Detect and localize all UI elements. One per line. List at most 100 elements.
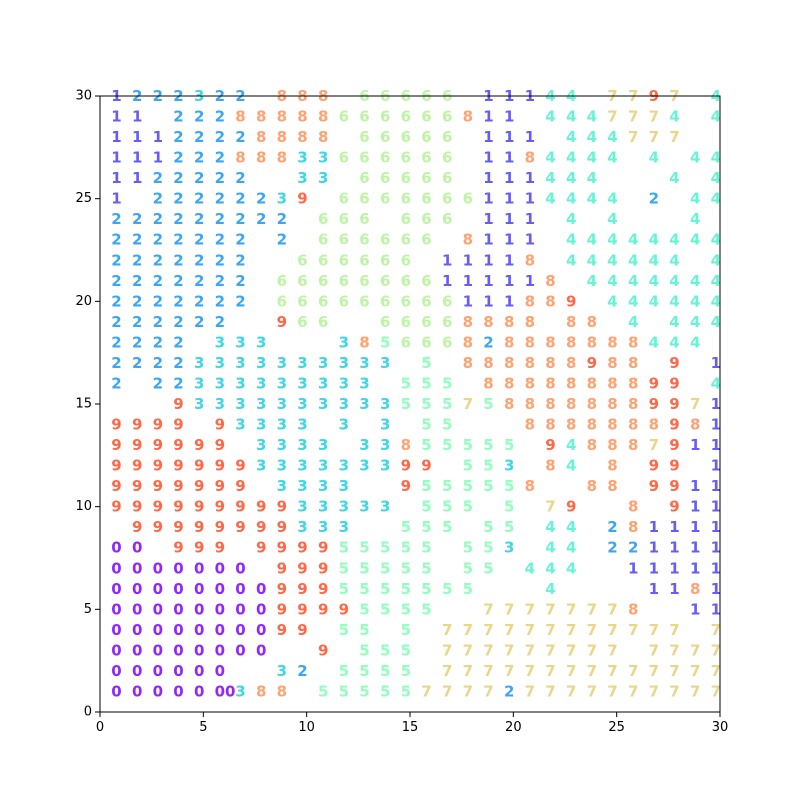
data-label: 1 <box>463 251 473 269</box>
data-label: 9 <box>669 498 679 516</box>
data-label: 2 <box>649 190 659 208</box>
data-label: 5 <box>359 559 369 577</box>
data-label: 2 <box>215 313 225 331</box>
data-label: 3 <box>318 149 328 167</box>
data-label: 6 <box>359 210 369 228</box>
data-label: 8 <box>607 375 617 393</box>
data-label: 1 <box>111 108 121 126</box>
data-label: 9 <box>153 457 163 475</box>
data-label: 2 <box>194 190 204 208</box>
data-label: 5 <box>504 436 514 454</box>
data-label: 9 <box>153 436 163 454</box>
data-label: 8 <box>566 313 576 331</box>
data-label: 9 <box>277 518 287 536</box>
data-label: 8 <box>545 333 555 351</box>
data-label: 3 <box>339 498 349 516</box>
data-label: 3 <box>339 518 349 536</box>
data-label: 7 <box>442 641 452 659</box>
data-label: 7 <box>628 108 638 126</box>
data-label: 5 <box>380 641 390 659</box>
data-label: 5 <box>421 498 431 516</box>
data-label: 0 <box>194 621 204 639</box>
data-label: 8 <box>566 395 576 413</box>
x-tick-label: 0 <box>96 720 104 735</box>
data-label: 1 <box>504 251 514 269</box>
data-label: 9 <box>194 477 204 495</box>
data-label: 2 <box>153 190 163 208</box>
data-label: 8 <box>256 128 266 146</box>
data-label: 9 <box>318 539 328 557</box>
data-label: 9 <box>669 375 679 393</box>
data-label: 0 <box>194 559 204 577</box>
data-label: 8 <box>463 108 473 126</box>
data-label: 0 <box>111 559 121 577</box>
data-label: 5 <box>442 436 452 454</box>
data-label: 4 <box>628 231 638 249</box>
data-label: 5 <box>442 498 452 516</box>
data-label: 1 <box>153 149 163 167</box>
data-label: 8 <box>545 457 555 475</box>
data-label: 9 <box>277 580 287 598</box>
data-label: 4 <box>628 251 638 269</box>
data-label: 5 <box>483 518 493 536</box>
data-label: 1 <box>483 169 493 187</box>
data-label: 5 <box>401 375 411 393</box>
data-label: 4 <box>566 436 576 454</box>
data-label: 8 <box>504 354 514 372</box>
data-label: 6 <box>401 210 411 228</box>
data-label: 2 <box>194 313 204 331</box>
data-label: 1 <box>504 210 514 228</box>
data-label: 3 <box>339 477 349 495</box>
data-label: 3 <box>318 498 328 516</box>
data-label: 1 <box>504 272 514 290</box>
data-label: 9 <box>111 477 121 495</box>
data-label: 3 <box>297 477 307 495</box>
data-label: 9 <box>669 354 679 372</box>
x-tick-label: 30 <box>712 720 729 735</box>
data-label: 1 <box>504 149 514 167</box>
data-label: 8 <box>318 128 328 146</box>
data-label: 6 <box>297 251 307 269</box>
data-label: 3 <box>318 457 328 475</box>
data-label: 9 <box>669 416 679 434</box>
data-label: 1 <box>483 190 493 208</box>
data-label: 9 <box>297 539 307 557</box>
data-label: 5 <box>421 395 431 413</box>
data-label: 6 <box>297 313 307 331</box>
data-label: 9 <box>649 477 659 495</box>
data-label: 6 <box>401 251 411 269</box>
data-label: 4 <box>566 128 576 146</box>
data-label: 2 <box>132 292 142 310</box>
data-label: 6 <box>359 292 369 310</box>
data-label: 2 <box>235 210 245 228</box>
data-label: 3 <box>235 375 245 393</box>
data-label: 8 <box>566 354 576 372</box>
data-label: 6 <box>359 272 369 290</box>
data-label: 8 <box>297 128 307 146</box>
data-label: 1 <box>711 354 721 372</box>
data-label: 8 <box>525 395 535 413</box>
data-label: 5 <box>339 580 349 598</box>
data-label: 9 <box>215 436 225 454</box>
data-label: 0 <box>235 559 245 577</box>
data-label: 3 <box>297 518 307 536</box>
data-label: 2 <box>194 210 204 228</box>
data-label: 0 <box>235 621 245 639</box>
data-label: 0 <box>215 641 225 659</box>
data-label: 9 <box>297 190 307 208</box>
data-label: 8 <box>545 395 555 413</box>
data-label: 3 <box>339 457 349 475</box>
data-label: 5 <box>463 477 473 495</box>
data-label: 4 <box>607 292 617 310</box>
data-label: 9 <box>256 498 266 516</box>
data-label: 1 <box>711 457 721 475</box>
data-label: 4 <box>607 251 617 269</box>
data-label: 0 <box>194 683 204 701</box>
data-label: 5 <box>504 518 514 536</box>
data-label: 5 <box>442 395 452 413</box>
data-label: 9 <box>132 436 142 454</box>
data-label: 4 <box>690 231 700 249</box>
data-label: 4 <box>711 231 721 249</box>
data-label: 1 <box>711 477 721 495</box>
data-label: 7 <box>649 108 659 126</box>
